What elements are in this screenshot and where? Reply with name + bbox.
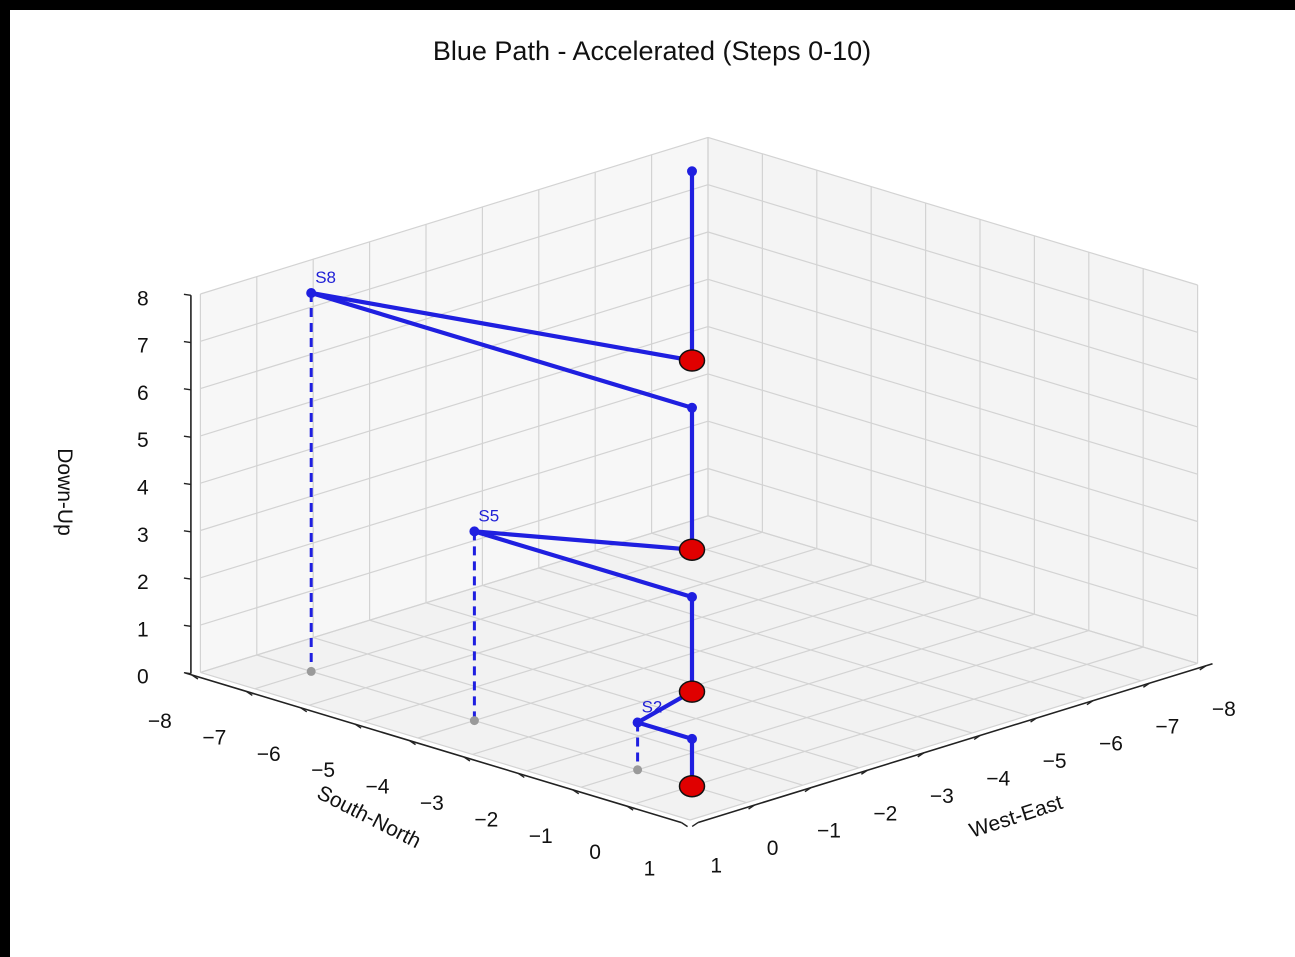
y-tick-label: 1 — [644, 858, 656, 881]
z-tick-label: 5 — [137, 429, 149, 452]
y-tick-label: −7 — [202, 726, 226, 749]
z-tick-label: 0 — [137, 666, 149, 689]
z-tick-label: 8 — [137, 287, 149, 310]
tick-mark — [184, 625, 191, 626]
y-tick-label: 0 — [589, 841, 601, 864]
x-tick-label: −1 — [817, 820, 841, 843]
x-tick-label: −5 — [1043, 750, 1067, 773]
x-tick-label: 1 — [710, 855, 722, 878]
tick-mark — [184, 294, 191, 295]
red-step-marker — [680, 350, 705, 371]
y-tick-label: −2 — [474, 808, 498, 831]
step-point — [687, 592, 697, 602]
tick-mark — [692, 822, 698, 826]
tick-mark — [184, 483, 191, 484]
x-tick-label: 0 — [767, 837, 779, 860]
tick-mark — [184, 342, 191, 343]
tick-mark — [184, 578, 191, 579]
tick-mark — [184, 673, 191, 674]
step-point — [633, 718, 643, 728]
figure-frame: 1 0 −1 −2 −3 −4 −5 −6 −7 −8 1 0 −1 −2 −3 −4 −5 −6 −7 −8 0 1 2 3… — [10, 10, 1295, 957]
x-axis-label: West-East — [967, 791, 1066, 843]
floor-shadow-point — [633, 765, 642, 774]
z-tick-label: 3 — [137, 524, 149, 547]
y-tick-label: −3 — [420, 792, 444, 815]
x-tick-label: −2 — [873, 802, 897, 825]
x-tick-label: −8 — [1212, 698, 1236, 721]
step-label: S8 — [315, 268, 336, 287]
z-tick-label: 6 — [137, 382, 149, 405]
z-tick-label: 4 — [137, 477, 149, 500]
x-tick-label: −7 — [1155, 715, 1179, 738]
y-tick-label: −5 — [311, 759, 335, 782]
z-tick-label: 2 — [137, 571, 149, 594]
red-step-marker — [680, 539, 705, 560]
z-tick-label: 1 — [137, 618, 149, 641]
x-tick-label: −6 — [1099, 733, 1123, 756]
y-tick-label: −8 — [148, 710, 172, 733]
y-tick-label: −4 — [366, 776, 390, 799]
tick-mark — [184, 389, 191, 390]
step-point — [687, 734, 697, 744]
tick-mark — [682, 823, 688, 827]
step-point — [469, 526, 479, 536]
chart-title: Blue Path - Accelerated (Steps 0-10) — [433, 36, 871, 66]
x-tick-label: −3 — [930, 785, 954, 808]
step-point — [687, 403, 697, 413]
step-point — [687, 166, 697, 176]
step-label: S5 — [478, 506, 499, 525]
floor-shadow-point — [307, 667, 316, 676]
y-tick-label: −1 — [529, 825, 553, 848]
tick-mark — [184, 531, 191, 532]
floor-shadow-point — [470, 716, 479, 725]
x-tick-label: −4 — [986, 768, 1010, 791]
z-tick-label: 7 — [137, 335, 149, 358]
red-step-marker — [680, 681, 705, 702]
y-tick-label: −6 — [257, 743, 281, 766]
tick-mark — [184, 436, 191, 437]
z-axis-label: Down-Up — [53, 448, 76, 536]
step-point — [306, 288, 316, 298]
step-label: S2 — [642, 698, 663, 717]
chart-svg: 1 0 −1 −2 −3 −4 −5 −6 −7 −8 1 0 −1 −2 −3 −4 −5 −6 −7 −8 0 1 2 3… — [10, 10, 1295, 957]
red-step-marker — [680, 776, 705, 797]
